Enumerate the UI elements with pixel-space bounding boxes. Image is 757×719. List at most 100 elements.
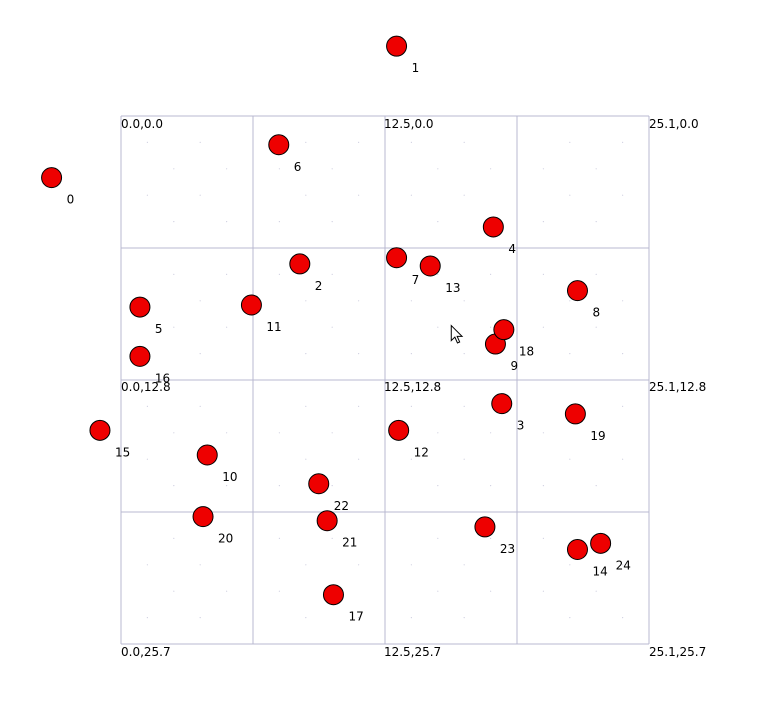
grid-dot — [331, 485, 333, 487]
point-circle[interactable] — [493, 319, 515, 341]
grid-dot — [305, 458, 307, 460]
grid-dot — [226, 432, 228, 434]
point-circle[interactable] — [474, 516, 496, 538]
grid-dot — [437, 590, 439, 592]
point-5[interactable]: 5 — [129, 296, 163, 336]
grid-dot — [490, 168, 492, 170]
point-11[interactable]: 11 — [240, 294, 282, 334]
grid-dot — [199, 617, 201, 619]
point-4[interactable]: 4 — [482, 216, 516, 256]
point-16[interactable]: 16 — [129, 345, 170, 385]
point-10[interactable]: 10 — [196, 444, 238, 484]
grid-dot — [410, 617, 412, 619]
point-circle[interactable] — [240, 294, 262, 316]
grid-dot — [331, 537, 333, 540]
corner-labels: 0.0,0.0 12.5,0.0 25.1,0.0 0.0,12.8 12.5,12.8… — [121, 117, 706, 659]
point-22[interactable]: 22 — [308, 473, 349, 513]
grid-dot — [490, 432, 492, 434]
point-17[interactable]: 17 — [322, 584, 364, 624]
grid-dot — [542, 537, 545, 540]
grid-dot — [331, 221, 333, 223]
point-6[interactable]: 6 — [268, 134, 302, 174]
grid-dot — [595, 326, 597, 328]
point-18[interactable]: 18 — [493, 319, 534, 359]
point-circle[interactable] — [192, 506, 214, 528]
point-12[interactable]: 12 — [388, 419, 429, 459]
grid-dot — [542, 590, 545, 592]
grid-dot — [146, 458, 148, 460]
point-circle[interactable] — [268, 134, 290, 156]
grid-dot — [595, 432, 597, 434]
point-1[interactable]: 1 — [386, 35, 420, 75]
grid-dot — [542, 168, 545, 170]
point-7[interactable]: 7 — [386, 247, 420, 287]
point-13[interactable]: 13 — [419, 255, 461, 295]
grid-dot — [542, 432, 545, 434]
grid-dots — [146, 141, 624, 619]
grid-dot — [305, 617, 307, 619]
grid-dot — [331, 273, 333, 275]
point-label: 21 — [342, 536, 357, 550]
grid-dot — [437, 432, 439, 434]
point-circle[interactable] — [566, 280, 588, 302]
point-3[interactable]: 3 — [491, 393, 525, 433]
grid-dot — [463, 194, 465, 196]
grid-dot — [199, 405, 201, 407]
point-circle[interactable] — [491, 393, 513, 415]
point-15[interactable]: 15 — [89, 419, 130, 459]
grid-dot — [569, 353, 571, 355]
corner-label: 25.1,12.8 — [649, 380, 706, 394]
grid-dot — [199, 194, 201, 196]
point-circle[interactable] — [482, 216, 504, 238]
point-label: 22 — [334, 499, 349, 513]
point-label: 6 — [294, 160, 302, 174]
point-circle[interactable] — [41, 167, 63, 189]
grid-dot — [173, 326, 175, 328]
point-20[interactable]: 20 — [192, 506, 233, 546]
point-19[interactable]: 19 — [564, 403, 606, 443]
point-circle[interactable] — [308, 473, 330, 495]
point-circle[interactable] — [386, 247, 408, 269]
grid-dot — [622, 141, 624, 143]
point-circle[interactable] — [386, 35, 408, 57]
point-label: 14 — [592, 564, 607, 578]
point-circle[interactable] — [564, 403, 586, 425]
point-circle[interactable] — [316, 510, 338, 532]
point-circle[interactable] — [196, 444, 218, 466]
point-label: 19 — [590, 429, 605, 443]
grid-dot — [226, 590, 228, 592]
grid-dot — [146, 405, 148, 407]
grid-dot — [173, 273, 175, 275]
point-circle[interactable] — [419, 255, 441, 277]
grid-dot — [146, 617, 148, 619]
point-label: 11 — [266, 320, 281, 334]
grid-dot — [305, 564, 307, 566]
point-circle[interactable] — [129, 345, 151, 367]
grid-dot — [410, 141, 412, 143]
grid-dot — [331, 326, 333, 328]
grid-dot — [173, 221, 175, 223]
point-circle[interactable] — [289, 253, 311, 275]
grid-dot — [463, 405, 465, 407]
point-label: 3 — [517, 419, 525, 433]
grid-dot — [463, 458, 465, 460]
grid-dot — [410, 353, 412, 355]
point-8[interactable]: 8 — [566, 280, 600, 320]
point-circle[interactable] — [89, 419, 111, 441]
point-circle[interactable] — [388, 419, 410, 441]
point-14[interactable]: 14 — [566, 538, 608, 578]
point-circle[interactable] — [129, 296, 151, 318]
point-21[interactable]: 21 — [316, 510, 357, 550]
grid-dot — [569, 194, 571, 196]
point-23[interactable]: 23 — [474, 516, 515, 556]
point-24[interactable]: 24 — [590, 532, 631, 572]
point-0[interactable]: 0 — [41, 167, 75, 207]
point-2[interactable]: 2 — [289, 253, 323, 293]
grid-dot — [463, 300, 465, 302]
grid-dot — [490, 273, 492, 275]
point-circle[interactable] — [566, 538, 588, 560]
grid-dot — [358, 353, 360, 355]
point-circle[interactable] — [322, 584, 344, 606]
point-circle[interactable] — [590, 532, 612, 554]
